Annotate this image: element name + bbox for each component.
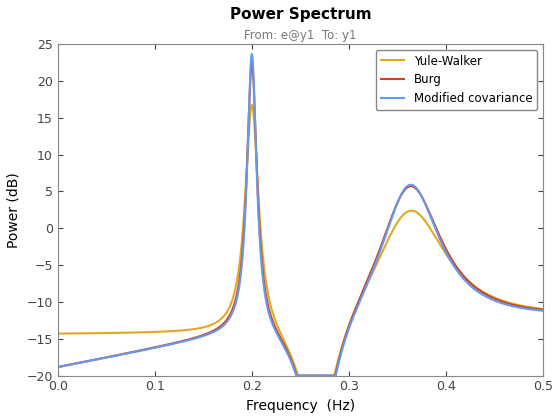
Line: Yule-Walker: Yule-Walker [58,105,543,375]
Burg [240,239,246,244]
Burg [540,307,547,312]
Yule-Walker [346,323,352,328]
Burg [54,365,61,370]
Y-axis label: Power (dB): Power (dB) [7,172,21,248]
Title: Power Spectrum: Power Spectrum [230,7,371,22]
Yule-Walker [454,267,460,272]
Burg [417,191,423,196]
Modified covariance [454,268,460,273]
Modified covariance [346,326,352,331]
Line: Burg: Burg [58,64,543,375]
Modified covariance [417,191,423,196]
Text: From: e@y1  To: y1: From: e@y1 To: y1 [244,29,357,42]
Yule-Walker [295,373,301,378]
Burg [249,62,255,67]
Burg [346,323,352,328]
X-axis label: Frequency  (Hz): Frequency (Hz) [246,399,355,413]
Yule-Walker [417,213,423,218]
Modified covariance [240,246,246,251]
Yule-Walker [143,330,150,335]
Yule-Walker [54,331,61,336]
Yule-Walker [540,307,547,312]
Yule-Walker [370,268,377,273]
Burg [143,347,150,352]
Yule-Walker [249,102,255,108]
Modified covariance [54,365,61,370]
Burg [293,373,300,378]
Yule-Walker [240,223,246,228]
Modified covariance [540,308,547,313]
Modified covariance [249,51,255,56]
Modified covariance [143,347,150,352]
Burg [370,263,377,268]
Line: Modified covariance: Modified covariance [58,54,543,375]
Burg [454,265,460,270]
Legend: Yule-Walker, Burg, Modified covariance: Yule-Walker, Burg, Modified covariance [376,50,537,110]
Modified covariance [293,373,300,378]
Modified covariance [370,266,377,271]
